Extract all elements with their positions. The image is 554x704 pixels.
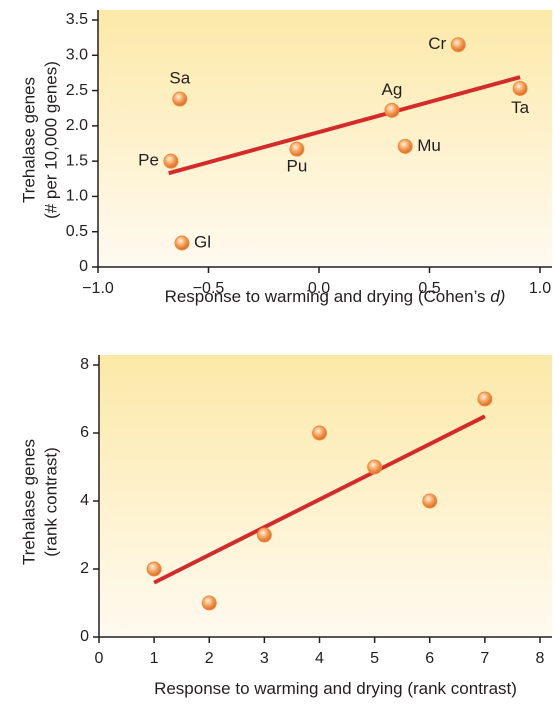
point [146, 561, 162, 577]
point-label: Mu [417, 136, 441, 155]
y-tick-label: 8 [80, 356, 89, 373]
x-tick-label: 3 [260, 650, 269, 667]
y-tick-label: 3.0 [66, 47, 88, 64]
y-axis-label: (# per 10,000 genes) [41, 61, 60, 219]
x-tick-label: 6 [425, 650, 434, 667]
y-tick-label: 0 [80, 628, 89, 645]
x-tick-label: 5 [370, 650, 379, 667]
y-axis-label: (rank contrast) [41, 447, 60, 557]
point [163, 153, 179, 169]
x-tick-label: 7 [480, 650, 489, 667]
point [477, 391, 493, 407]
point-label: Ta [511, 98, 530, 117]
y-tick-label: 1.5 [66, 152, 88, 169]
point-label: Sa [169, 69, 190, 88]
y-tick-label: 2 [80, 560, 89, 577]
y-axis-label: Trehalase genes [19, 439, 38, 565]
trend-line [153, 414, 486, 585]
plot-area [98, 10, 552, 267]
y-tick-label: 6 [80, 424, 89, 441]
x-label-part: Response to warming and drying (Cohen’s [165, 287, 491, 306]
point [384, 102, 400, 118]
point [289, 141, 305, 157]
x-label-part: ) [498, 287, 506, 306]
x-tick-label: 8 [536, 650, 545, 667]
trend-line [168, 75, 521, 176]
point [422, 493, 438, 509]
point [174, 235, 190, 251]
point [512, 80, 528, 96]
x-tick-label: 0.5 [418, 280, 440, 297]
x-axis-label: Response to warming and drying (rank con… [154, 679, 517, 698]
x-tick-label: −0.5 [193, 280, 225, 297]
x-tick-label: 0.0 [308, 280, 330, 297]
x-tick-label: 1 [150, 650, 159, 667]
y-tick-label: 4 [80, 492, 89, 509]
x-tick-label: 0 [95, 650, 104, 667]
x-axis-label: Response to warming and drying (Cohen’s … [165, 287, 506, 306]
point [367, 459, 383, 475]
x-tick-label: 2 [205, 650, 214, 667]
y-tick-label: 2.5 [66, 82, 88, 99]
point-label: Ag [382, 80, 403, 99]
point-label: Gl [194, 232, 211, 251]
point [256, 527, 272, 543]
y-tick-label: 2.0 [66, 117, 88, 134]
point-label: Pu [287, 157, 308, 176]
point-label: Pe [138, 151, 159, 170]
x-tick-label: 4 [315, 650, 324, 667]
point [397, 138, 413, 154]
x-tick-label: 1.0 [529, 280, 551, 297]
point [201, 595, 217, 611]
point [172, 91, 188, 107]
y-tick-label: 0.5 [66, 223, 88, 240]
point [450, 37, 466, 53]
y-axis-label: Trehalase genes [19, 77, 38, 203]
y-tick-label: 1.0 [66, 188, 88, 205]
point-label: Cr [428, 34, 446, 53]
x-label-part: d [490, 287, 500, 306]
x-label-part: Response to warming and drying (rank con… [154, 679, 517, 698]
y-tick-label: 0 [79, 258, 88, 275]
y-tick-label: 3.5 [66, 11, 88, 28]
x-tick-label: −1.0 [82, 280, 114, 297]
point [312, 425, 327, 441]
